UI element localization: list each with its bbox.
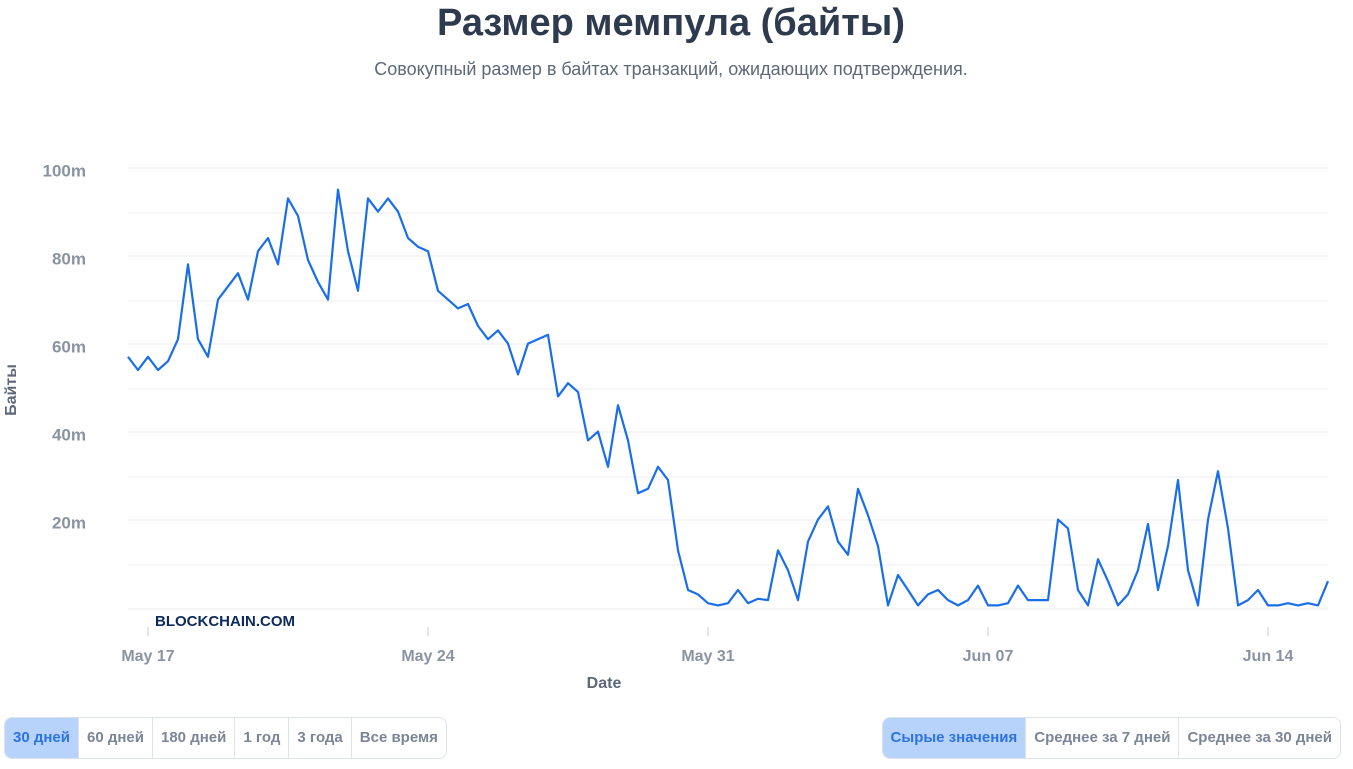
x-tick-label: May 17 <box>121 648 174 665</box>
option-button[interactable]: Среднее за 7 дней <box>1026 718 1180 758</box>
x-tick-label: May 24 <box>401 648 454 665</box>
y-tick-label: 20m <box>52 513 86 532</box>
mode-selector: Сырые значения Среднее за 7 дней Среднее з… <box>881 717 1341 759</box>
option-button[interactable]: 60 дней <box>79 718 153 758</box>
y-tick-label: 60m <box>52 337 86 356</box>
option-button[interactable]: Все время <box>359 729 438 746</box>
option-button[interactable]: 1 год <box>235 718 290 758</box>
option-button[interactable]: Сырые значения <box>882 718 1027 758</box>
x-axis-label: Date <box>587 675 622 692</box>
period-selector: 30 дней 60 дней 180 дней 1 год 3 года Все вре… <box>4 717 447 759</box>
y-tick-label: 40m <box>52 425 86 444</box>
data-line <box>127 188 1330 607</box>
option-button[interactable]: 30 дней <box>5 718 79 758</box>
y-tick-label: 100m <box>43 161 86 180</box>
watermark: BLOCKCHAIN.COM <box>155 613 295 630</box>
x-tick-label: May 31 <box>681 648 734 665</box>
option-button[interactable]: 180 дней <box>153 718 236 758</box>
option-button[interactable]: 3 года <box>289 718 352 758</box>
x-tick-label: Jun 07 <box>963 648 1014 665</box>
y-axis-label: Байты <box>3 364 20 416</box>
x-tick-label: Jun 14 <box>1243 648 1294 665</box>
y-tick-label: 80m <box>52 249 86 268</box>
chart-title: Размер мемпула (байты) <box>437 2 905 44</box>
chart-subtitle: Совокупный размер в байтах транзакций, о… <box>374 59 968 79</box>
option-button[interactable]: Среднее за 30 дней <box>1187 729 1332 746</box>
